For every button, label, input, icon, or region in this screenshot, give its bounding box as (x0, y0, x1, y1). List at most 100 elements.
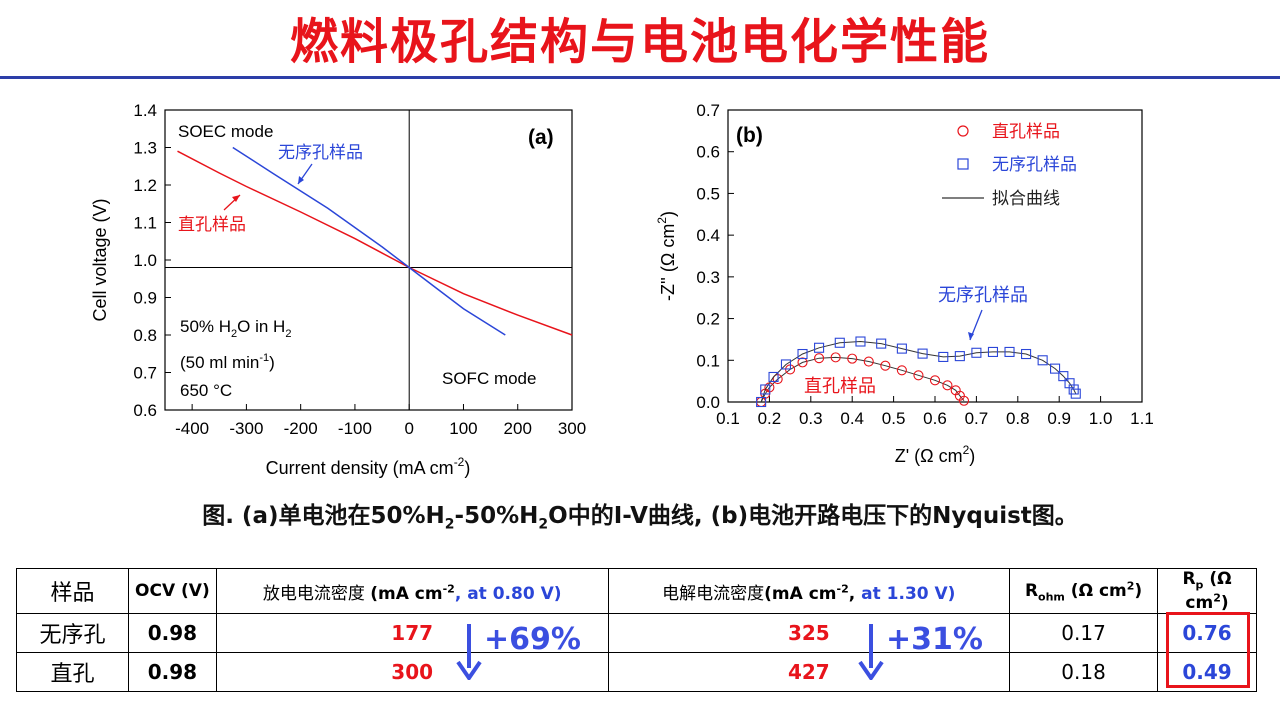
data-point-disordered (1050, 363, 1061, 374)
data-point-straight (929, 375, 941, 386)
nyquist-x-tick-label: 0.2 (758, 409, 782, 428)
iv-y-tick-label: 1.4 (133, 101, 157, 120)
th-discharge-en: (mA cm-2 (370, 581, 455, 604)
nyquist-x-tick-label: 0.4 (840, 409, 864, 428)
iv-x-tick-label: -400 (175, 419, 209, 438)
th-ocv: OCV (V) (127, 567, 217, 615)
th-electrolysis-en: (mA cm-2, (764, 581, 856, 604)
nyquist-y-axis-label: -Z'' (Ω cm2) (655, 211, 678, 301)
th-rp: Rp (Ω cm2) (1157, 567, 1257, 615)
iv-curve-straight (177, 150, 573, 336)
data-point-disordered (1004, 346, 1015, 357)
legend-label-fit: 拟合曲线 (992, 189, 1060, 208)
title-rule (0, 76, 1280, 79)
data-point-straight (942, 380, 953, 391)
iv-x-tick-label: -100 (338, 419, 372, 438)
fit-curve-disordered (760, 340, 1077, 403)
cell-discharge: 177 (215, 613, 609, 654)
caption-part-3: O中的I-V曲线, (b)电池开路电压下的Nyquist图。 (548, 503, 1078, 529)
legend-label-disordered: 无序孔样品 (992, 155, 1077, 174)
iv-xlabel-sup: -2 (454, 455, 465, 469)
th-sample: 样品 (16, 567, 129, 615)
nyquist-x-tick-label: 0.1 (716, 409, 740, 428)
nyquist-panel-label: (b) (736, 124, 763, 147)
iv-x-tick-label: 200 (504, 419, 532, 438)
iv-x-tick-label: -300 (229, 419, 263, 438)
condition-1-b: O in H (237, 317, 285, 336)
sofc-mode-label: SOFC mode (442, 369, 536, 388)
data-point-disordered (814, 342, 825, 353)
nyq-xlabel-a: Z' (Ω cm (895, 446, 963, 466)
iv-y-tick-label: 0.9 (133, 289, 157, 308)
nyq-ylabel-b: ) (658, 211, 678, 217)
cell-electrolysis: 325 (607, 613, 1011, 654)
iv-chart: -400 -300 -200 -100 0 100 200 300 0.6 0.7 0.8 0.9 1.… (90, 101, 586, 478)
cell-electrolysis: 427 (607, 652, 1011, 693)
discharge-improvement: +69% (456, 622, 581, 680)
th-discharge: 放电电流密度 (mA cm-2, at 0.80 V) (215, 567, 609, 615)
iv-y-tick-label: 1.1 (133, 214, 157, 233)
cell-ocv: 0.98 (127, 652, 217, 693)
nyquist-x-axis-label: Z' (Ω cm2) (895, 443, 976, 466)
iv-pointer-straight-head (232, 195, 240, 202)
th-rohm: Rohm (Ω cm2) (1009, 567, 1159, 615)
caption-part-1: 图. (a)单电池在50%H (202, 503, 445, 529)
condition-line-2: (50 ml min-1) (180, 352, 275, 372)
nyquist-x-tick-label: 1.0 (1089, 409, 1113, 428)
data-point-straight (797, 357, 808, 368)
nyq-ylabel-a: -Z'' (Ω cm (658, 224, 678, 301)
data-point-straight (913, 370, 924, 381)
iv-y-tick-label: 0.8 (133, 326, 157, 345)
table-header-row: 样品 OCV (V) 放电电流密度 (mA cm-2, at 0.80 V) 电… (16, 567, 1257, 615)
iv-pointer-disordered-head (298, 176, 304, 184)
legend-marker-disordered (957, 158, 969, 170)
nyquist-x-tick-label: 1.1 (1130, 409, 1154, 428)
iv-y-axis-label: Cell voltage (V) (90, 198, 110, 321)
iv-x-axis-label: Current density (mA cm-2) (266, 455, 471, 478)
table-row: 直孔 0.98 300 427 0.18 0.49 (16, 652, 1257, 693)
discharge-improvement-value: +69% (484, 622, 581, 657)
nyquist-x-tick-label: 0.8 (1006, 409, 1030, 428)
th-electrolysis: 电解电流密度(mA cm-2, at 1.30 V) (607, 567, 1011, 615)
th-electrolysis-cn: 电解电流密度 (662, 583, 765, 604)
nyquist-y-tick-label: 0.2 (696, 310, 720, 329)
down-arrow-icon (456, 624, 482, 680)
data-point-disordered (1021, 348, 1032, 360)
data-point-straight (880, 360, 891, 371)
nyquist-x-tick-label: 0.3 (799, 409, 823, 428)
nyquist-plot-frame (727, 109, 1143, 403)
data-point-disordered (797, 348, 808, 360)
th-discharge-cn: 放电电流密度 (262, 583, 371, 604)
table-row: 无序孔 0.98 177 325 0.17 0.76 (16, 613, 1257, 654)
iv-x-tick-label: 100 (449, 419, 477, 438)
data-point-disordered (917, 348, 928, 359)
condition-line-1: 50% H2O in H2 (180, 317, 291, 340)
caption-sub-1: 2 (444, 516, 455, 533)
figure-caption: 图. (a)单电池在50%H2-50%H2O中的I-V曲线, (b)电池开路电压… (0, 496, 1280, 533)
performance-table: 样品 OCV (V) 放电电流密度 (mA cm-2, at 0.80 V) 电… (16, 567, 1257, 693)
iv-x-tick-label: 300 (558, 419, 586, 438)
iv-y-tick-label: 0.7 (133, 364, 157, 383)
iv-label-disordered: 无序孔样品 (278, 143, 363, 162)
electrolysis-improvement: +31% (858, 622, 983, 680)
data-point-disordered (1058, 371, 1069, 382)
iv-y-tick-label: 1.2 (133, 176, 157, 195)
caption-sub-2: 2 (538, 516, 549, 533)
nyq-xlabel-b: ) (969, 446, 975, 466)
legend-marker-straight (957, 125, 969, 137)
data-point-disordered (768, 371, 779, 383)
data-point-straight (847, 353, 858, 364)
iv-xlabel-b: ) (464, 458, 470, 478)
nyquist-x-tick-label: 0.6 (923, 409, 947, 428)
th-ocv-label: OCV (V) (135, 581, 210, 602)
data-point-disordered (938, 351, 949, 362)
data-point-disordered (954, 351, 965, 362)
iv-x-tick-label: -200 (284, 419, 318, 438)
th-rp-label: Rp (Ω cm2) (1182, 569, 1232, 614)
nyq-xlabel-sup: 2 (963, 443, 970, 457)
iv-panel-label: (a) (528, 126, 554, 149)
nyquist-pointer-disordered-head (968, 332, 974, 340)
data-point-disordered (971, 347, 982, 358)
data-point-disordered (896, 343, 907, 354)
nyquist-y-tick-label: 0.1 (696, 351, 720, 370)
